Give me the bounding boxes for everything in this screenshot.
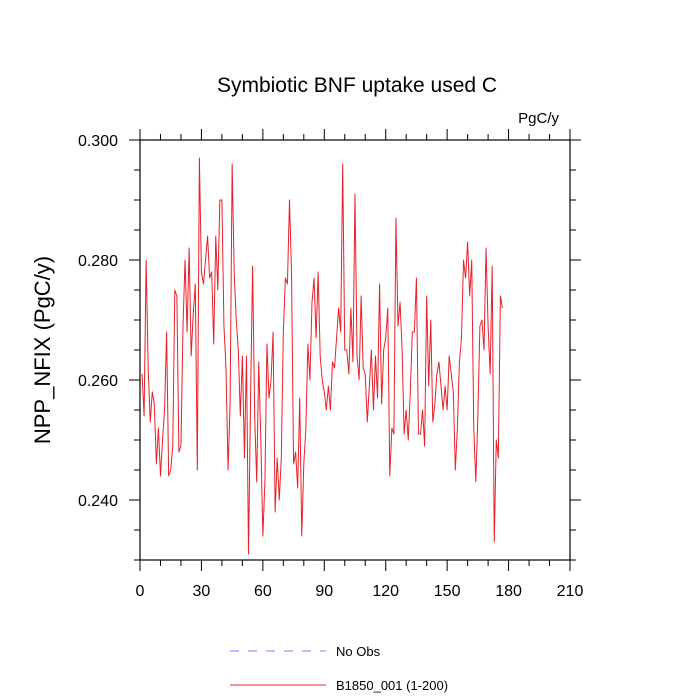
chart-title: Symbiotic BNF uptake used C xyxy=(217,74,497,97)
x-tick-label: 210 xyxy=(557,583,584,600)
axis-ticks xyxy=(129,129,581,571)
x-tick-label: 0 xyxy=(136,583,145,600)
x-tick-label: 60 xyxy=(254,583,272,600)
x-tick-label: 150 xyxy=(434,583,461,600)
x-tick-label: 180 xyxy=(495,583,522,600)
x-tick-label: 90 xyxy=(315,583,333,600)
legend: No Obs B1850_001 (1-200) xyxy=(230,644,448,693)
y-axis-label: NPP_NFIX (PgC/y) xyxy=(30,256,55,444)
series-layer xyxy=(141,157,503,555)
x-tick-label: 30 xyxy=(193,583,211,600)
units-label: PgC/y xyxy=(518,110,559,127)
y-tick-label: 0.300 xyxy=(78,133,118,150)
legend-label-no-obs: No Obs xyxy=(336,644,381,659)
tick-labels: 0 30 60 90 120 150 180 210 0.240 0.260 0.280 0.300 xyxy=(78,133,583,600)
legend-label-b1850: B1850_001 (1-200) xyxy=(336,678,448,693)
y-tick-label: 0.260 xyxy=(78,373,118,390)
y-tick-label: 0.280 xyxy=(78,253,118,270)
y-tick-label: 0.240 xyxy=(78,493,118,510)
series-line xyxy=(141,157,503,555)
x-tick-label: 120 xyxy=(372,583,399,600)
